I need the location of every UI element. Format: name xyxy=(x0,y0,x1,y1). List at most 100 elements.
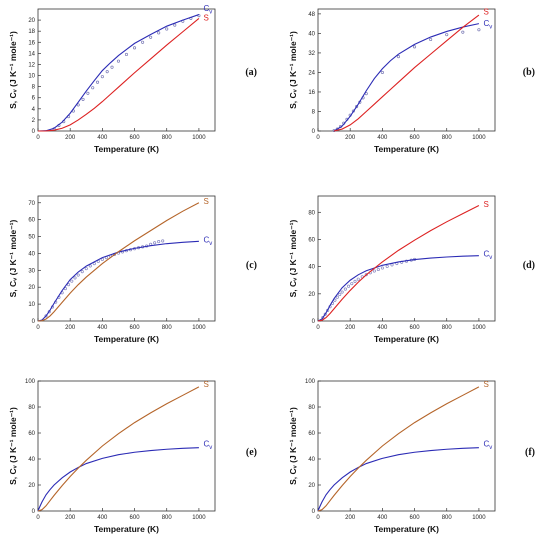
panel-e-ytick-label: 60 xyxy=(28,431,35,437)
panel-c-xtick-label: 0 xyxy=(36,325,40,331)
panel-b-s-label: S xyxy=(484,8,489,17)
panel-d-ytick-label: 80 xyxy=(308,210,315,216)
panel-b-ytick-label: 40 xyxy=(308,31,315,37)
panel-e-xlabel: Temperature (K) xyxy=(94,524,159,534)
panel-b-ytick-label: 16 xyxy=(308,90,315,96)
panel-a-marker xyxy=(105,70,109,74)
panel-d: 0 200 400 600 800 1000 0 20 40 60 80 Temperature (K… xyxy=(288,195,535,344)
panel-c-letter: (c) xyxy=(246,260,257,271)
panel-e-ytick-label: 80 xyxy=(28,405,35,411)
panel-a-marker xyxy=(149,35,153,39)
panel-d-series-cv xyxy=(317,255,479,322)
panel-a-letter: (a) xyxy=(245,67,257,78)
panel-c: 0 200 400 600 800 1000 0 10 20 30 40 50 60 70 Temperat… xyxy=(8,195,257,344)
panel-b-xtick-label: 1000 xyxy=(472,135,486,141)
panel-c-marker xyxy=(73,276,77,280)
panel-e-series-s xyxy=(37,386,200,512)
panel-c-ytick-label: 70 xyxy=(28,201,35,207)
panel-d-marker xyxy=(385,264,389,268)
panel-f-frame xyxy=(317,380,496,512)
panel-e-s-label: S xyxy=(204,380,209,389)
panel-d-ytick-label: 40 xyxy=(308,265,315,271)
panel-b-marker xyxy=(412,45,417,49)
panel-c-marker xyxy=(80,270,84,274)
panel-e-xtick-label: 600 xyxy=(130,515,141,521)
panel-a-xtick-label: 400 xyxy=(97,135,108,141)
panel-a-marker xyxy=(91,86,95,90)
panel-c-xlabel: Temperature (K) xyxy=(94,334,159,344)
panel-e-xtick-label: 400 xyxy=(97,515,108,521)
panel-a-marker xyxy=(165,27,169,31)
panel-a-ytick-label: 12 xyxy=(28,62,35,68)
panel-a-series-cv xyxy=(37,14,200,132)
panel-e-ylabel: S, Cᵥ (J K⁻¹ mole⁻¹) xyxy=(8,407,18,485)
panel-c-xtick-label: 600 xyxy=(130,325,141,331)
panel-c-marker xyxy=(67,283,71,287)
panel-a-s-label: S xyxy=(204,13,209,22)
panel-f-xtick-label: 600 xyxy=(410,515,421,521)
panel-a-xlabel: Temperature (K) xyxy=(94,144,159,154)
panel-d-marker xyxy=(376,267,380,272)
panel-e-letter: (e) xyxy=(246,447,257,458)
panel-d-xtick-label: 200 xyxy=(345,325,356,331)
panel-a-marker xyxy=(110,65,114,69)
panel-a-ytick-label: 16 xyxy=(28,40,35,46)
panel-f-xtick-label: 800 xyxy=(442,515,453,521)
panel-d-xtick-label: 1000 xyxy=(472,325,486,331)
panel-e-xtick-label: 0 xyxy=(36,515,40,521)
panel-c-xtick-label: 200 xyxy=(65,325,76,331)
panel-b-xlabel: Temperature (K) xyxy=(374,144,439,154)
panel-a-ytick-label: 14 xyxy=(28,51,35,57)
panel-e-ytick-label: 0 xyxy=(32,509,36,515)
panel-c-ylabel: S, Cᵥ (J K⁻¹ mole⁻¹) xyxy=(8,219,18,297)
panel-b-ytick-label: 48 xyxy=(308,12,315,18)
panel-a-marker xyxy=(124,52,129,57)
panel-e-ytick-label: 40 xyxy=(28,457,35,463)
panel-e-ytick-label: 20 xyxy=(28,483,35,489)
panel-e-xtick-label: 1000 xyxy=(192,515,206,521)
panel-b-marker xyxy=(445,33,449,37)
panel-c-xtick-label: 400 xyxy=(97,325,108,331)
panel-b-ytick-label: 32 xyxy=(308,51,315,57)
panel-d-marker xyxy=(372,269,376,273)
panel-d-xtick-label: 0 xyxy=(316,325,320,331)
panel-b-marker xyxy=(429,37,433,42)
panel-d-marker xyxy=(338,292,342,297)
panel-d-frame xyxy=(317,195,496,322)
panel-d-xtick-label: 600 xyxy=(410,325,421,331)
panel-e: 0 200 400 600 800 1000 0 20 40 60 80 100 Temperature… xyxy=(8,379,257,534)
panel-d-marker xyxy=(323,312,327,316)
panel-c-marker xyxy=(76,273,80,277)
panel-a-ytick-label: 10 xyxy=(28,74,35,80)
panel-a-ytick-label: 20 xyxy=(28,18,35,24)
panel-f-xtick-label: 200 xyxy=(345,515,356,521)
panel-f: 0 200 400 600 800 1000 0 20 40 60 80 100 Temperature… xyxy=(288,379,535,534)
panel-a-marker xyxy=(116,59,121,63)
panel-a-ytick-label: 4 xyxy=(32,107,36,113)
panel-c-marker xyxy=(44,314,48,318)
panel-f-series-s xyxy=(317,386,480,512)
panel-a-marker xyxy=(157,31,161,35)
panel-f-ytick-label: 40 xyxy=(308,457,315,463)
panel-c-ytick-label: 60 xyxy=(28,218,35,224)
panel-a-frame xyxy=(37,8,216,132)
panel-b-xtick-label: 0 xyxy=(316,135,320,141)
panel-b-marker xyxy=(477,28,481,32)
panel-f-xlabel: Temperature (K) xyxy=(374,524,439,534)
panel-c-ytick-label: 30 xyxy=(28,268,35,274)
panel-f-xtick-label: 1000 xyxy=(472,515,486,521)
panel-d-marker xyxy=(347,284,351,288)
panel-c-marker xyxy=(157,240,161,244)
panel-d-ytick-label: 20 xyxy=(308,292,315,298)
panel-d-marker xyxy=(350,282,354,286)
panel-e-xtick-label: 800 xyxy=(162,515,173,521)
panel-a-marker xyxy=(86,91,90,95)
panel-f-ytick-label: 100 xyxy=(305,379,316,385)
panel-d-marker xyxy=(380,266,384,270)
panel-c-marker xyxy=(161,239,165,243)
panel-a-marker xyxy=(141,40,145,44)
panel-d-s-label: S xyxy=(484,200,489,209)
panel-c-ytick-label: 0 xyxy=(32,319,36,325)
panel-b-letter: (b) xyxy=(523,67,535,78)
